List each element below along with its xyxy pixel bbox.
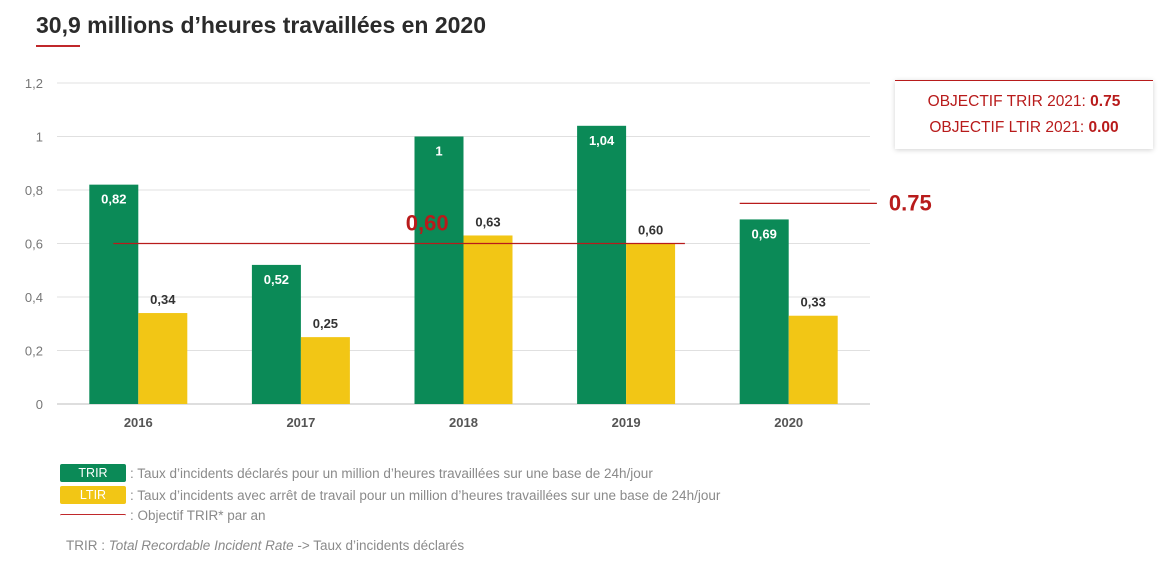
legend-item-trir: TRIR : Taux d’incidents déclarés pour un… <box>60 463 653 483</box>
footnote: TRIR : Total Recordable Incident Rate ->… <box>66 538 464 553</box>
bar-trir-2016 <box>89 184 139 404</box>
legend-swatch-trir: TRIR <box>60 464 126 482</box>
y-tick-label: 0,8 <box>25 183 43 198</box>
bar-ltir-2018 <box>463 235 513 404</box>
data-label-trir-2019: 1,04 <box>589 133 615 148</box>
objective-ltir: OBJECTIF LTIR 2021: 0.00 <box>895 115 1153 141</box>
x-tick-label: 2016 <box>124 415 153 430</box>
bar-trir-2020 <box>739 219 789 404</box>
reference-label-0.75: 0.75 <box>889 190 932 215</box>
legend-swatch-objective-line <box>60 513 126 517</box>
data-label-trir-2020: 0,69 <box>752 226 777 241</box>
objective-ltir-label: OBJECTIF LTIR 2021: <box>929 119 1089 136</box>
y-tick-label: 0,4 <box>25 290 43 305</box>
data-label-trir-2017: 0,52 <box>264 272 289 287</box>
bar-chart: 0 0,2 0,4 0,6 0,8 1 1,2 0,82 0,52 1 1,04 0,69 0,34 0,… <box>25 76 932 430</box>
legend-text-ltir: : Taux d’incidents avec arrêt de travail… <box>130 487 721 503</box>
bar-trir-2019 <box>577 125 627 405</box>
bar-ltir-2017 <box>300 337 350 404</box>
data-label-ltir-2019: 0,60 <box>638 223 663 238</box>
x-tick-label: 2017 <box>286 415 315 430</box>
footnote-prefix: TRIR : <box>66 538 109 553</box>
objective-trir-value: 0.75 <box>1090 93 1121 110</box>
legend-text-objective: : Objectif TRIR* par an <box>130 507 266 523</box>
legend-swatch-ltir: LTIR <box>60 486 126 504</box>
data-label-trir-2018: 1 <box>435 144 442 159</box>
bar-ltir-2020 <box>788 315 838 404</box>
objective-ltir-value: 0.00 <box>1088 119 1119 136</box>
x-tick-label: 2020 <box>774 415 803 430</box>
footnote-suffix: -> Taux d’incidents déclarés <box>293 538 465 553</box>
objectives-box: OBJECTIF TRIR 2021: 0.75 OBJECTIF LTIR 2… <box>895 80 1153 149</box>
bar-ltir-2016 <box>138 313 188 404</box>
data-label-ltir-2018: 0,63 <box>475 214 500 229</box>
reference-label-0,60: 0,60 <box>406 211 449 236</box>
bar-ltir-2019 <box>626 243 676 404</box>
y-tick-label: 0 <box>36 397 43 412</box>
legend-item-objective: : Objectif TRIR* par an <box>60 505 266 525</box>
legend-text-trir: : Taux d’incidents déclarés pour un mill… <box>130 465 653 481</box>
objective-trir-label: OBJECTIF TRIR 2021: <box>927 93 1091 110</box>
title-underline <box>36 45 80 47</box>
objective-trir: OBJECTIF TRIR 2021: 0.75 <box>895 89 1153 115</box>
y-tick-label: 1 <box>36 130 43 145</box>
x-tick-label: 2019 <box>612 415 641 430</box>
y-tick-label: 1,2 <box>25 76 43 91</box>
data-label-ltir-2016: 0,34 <box>150 292 176 307</box>
page-title: 30,9 millions d’heures travaillées en 20… <box>36 12 487 38</box>
footnote-italic: Total Recordable Incident Rate <box>108 538 294 553</box>
data-label-ltir-2017: 0,25 <box>313 316 338 331</box>
data-label-trir-2016: 0,82 <box>101 192 126 207</box>
data-label-ltir-2020: 0,33 <box>801 295 826 310</box>
y-tick-label: 0,6 <box>25 237 43 252</box>
bar-trir-2018 <box>414 136 464 404</box>
x-tick-label: 2018 <box>449 415 478 430</box>
bar-trir-2017 <box>251 264 301 404</box>
y-tick-label: 0,2 <box>25 344 43 359</box>
legend-item-ltir: LTIR : Taux d’incidents avec arrêt de tr… <box>60 485 720 505</box>
